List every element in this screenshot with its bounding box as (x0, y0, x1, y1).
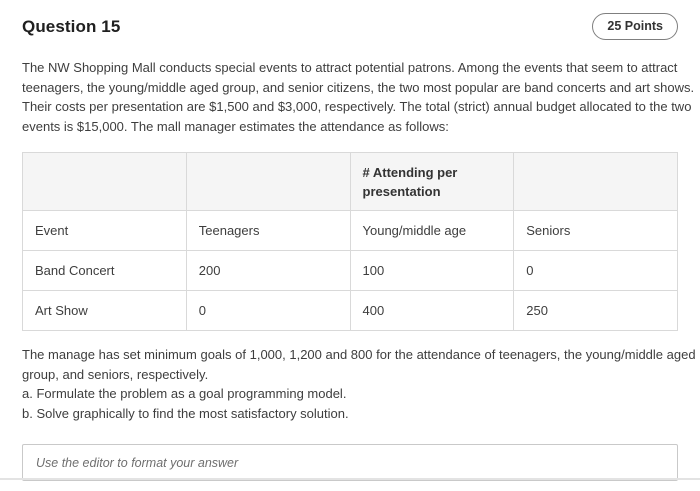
table-cell: Band Concert (22, 250, 187, 291)
intro-line: The NW Shopping Mall conducts special ev… (22, 60, 678, 75)
table-cell: Art Show (22, 290, 187, 331)
table-row: Event Teenagers Young/middle age Seniors (22, 210, 678, 251)
table-cell: Seniors (513, 210, 678, 251)
table-header-cell-empty (22, 152, 187, 211)
subquestion-a: a. Formulate the problem as a goal progr… (22, 386, 347, 401)
question-card: Question 15 25 Points The NW Shopping Ma… (22, 0, 696, 481)
answer-editor-placeholder: Use the editor to format your answer (36, 455, 239, 470)
subquestion-b: b. Solve graphically to find the most sa… (22, 405, 349, 421)
table-cell: 200 (185, 250, 351, 291)
table-header-cell-empty (513, 152, 678, 211)
question-header: Question 15 25 Points (22, 0, 678, 40)
table-cell: 250 (513, 290, 678, 331)
question-intro-paragraph: The NW Shopping Mall conducts special ev… (22, 58, 695, 136)
question-goals-paragraph: The manage has set minimum goals of 1,00… (22, 345, 696, 423)
answer-editor[interactable]: Use the editor to format your answer (22, 444, 678, 481)
table-header-cell-attending: # Attending per presentation (349, 152, 515, 211)
intro-line: teenagers, the young/middle aged group, … (22, 79, 695, 95)
table-cell: 0 (513, 250, 678, 291)
intro-line: events is $15,000. The mall manager esti… (22, 118, 449, 134)
table-row: Art Show 0 400 250 (22, 290, 678, 331)
table-cell: 0 (185, 290, 351, 331)
table-cell: Young/middle age (349, 210, 515, 251)
goals-line: group, and seniors, respectively. (22, 366, 209, 382)
attendance-table: # Attending per presentation Event Teena… (22, 152, 678, 331)
intro-line: Their costs per presentation are $1,500 … (22, 99, 692, 114)
table-cell: 400 (349, 290, 515, 331)
table-cell: Teenagers (185, 210, 351, 251)
table-header-cell-empty (185, 152, 351, 211)
points-badge: 25 Points (592, 13, 678, 40)
question-title: Question 15 (22, 16, 121, 36)
table-cell: 100 (349, 250, 515, 291)
table-header-row: # Attending per presentation (22, 152, 678, 211)
table-row: Band Concert 200 100 0 (22, 250, 678, 291)
goals-line: The manage has set minimum goals of 1,00… (22, 347, 696, 362)
table-cell: Event (22, 210, 187, 251)
bottom-divider (0, 478, 700, 480)
